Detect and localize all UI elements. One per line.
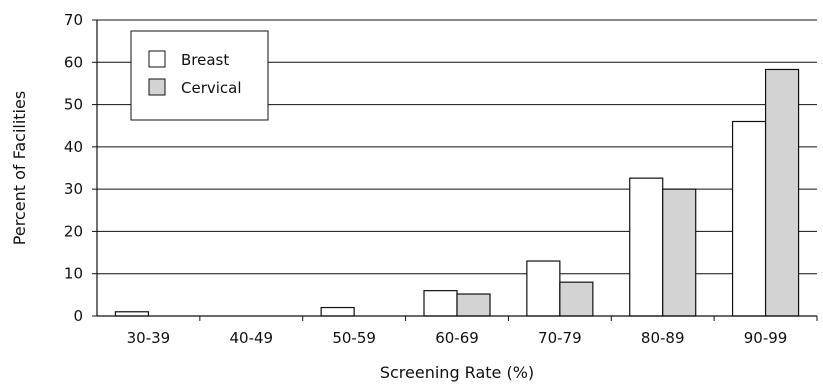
bar-cervical-70-79 <box>559 281 594 317</box>
legend-box <box>130 30 269 121</box>
bar-breast-50-59 <box>320 306 355 317</box>
bar-breast-70-79 <box>526 260 561 317</box>
bar-breast-60-69 <box>423 290 458 317</box>
x-tick-label: 40-49 <box>229 329 273 347</box>
legend-swatch-cervical <box>148 78 166 96</box>
x-axis-title: Screening Rate (%) <box>380 363 534 382</box>
y-tick-label: 40 <box>64 138 83 156</box>
bar-breast-30-39 <box>114 311 150 317</box>
bar-breast-90-99 <box>731 120 767 317</box>
bar-cervical-90-99 <box>764 68 800 317</box>
y-tick-label: 50 <box>64 96 83 114</box>
x-tick-label: 50-59 <box>332 329 376 347</box>
x-tick-label: 80-89 <box>641 329 685 347</box>
bar-breast-80-89 <box>629 177 664 317</box>
y-tick-label: 10 <box>64 265 83 283</box>
legend-swatch-breast <box>148 50 166 68</box>
x-tick-label: 30-39 <box>127 329 171 347</box>
legend-label-breast: Breast <box>181 51 229 69</box>
legend: Breast Cervical <box>130 30 269 121</box>
y-tick-label: 60 <box>64 53 83 71</box>
y-tick-label: 20 <box>64 222 83 240</box>
y-tick-label: 0 <box>73 307 83 325</box>
bar-cervical-60-69 <box>456 293 491 317</box>
legend-label-cervical: Cervical <box>181 79 242 97</box>
bar-cervical-80-89 <box>662 188 697 317</box>
bars <box>114 68 800 317</box>
y-tick-label: 30 <box>64 180 83 198</box>
x-tick-label: 70-79 <box>538 329 582 347</box>
tick-labels: 0 10 20 30 40 50 60 70 30-39 40-49 50-59 60-69 70-79… <box>64 11 787 347</box>
y-tick-label: 70 <box>64 11 83 29</box>
y-axis-title: Percent of Facilities <box>10 91 29 245</box>
x-tick-label: 90-99 <box>744 329 788 347</box>
x-tick-label: 60-69 <box>435 329 479 347</box>
axes <box>92 19 818 321</box>
